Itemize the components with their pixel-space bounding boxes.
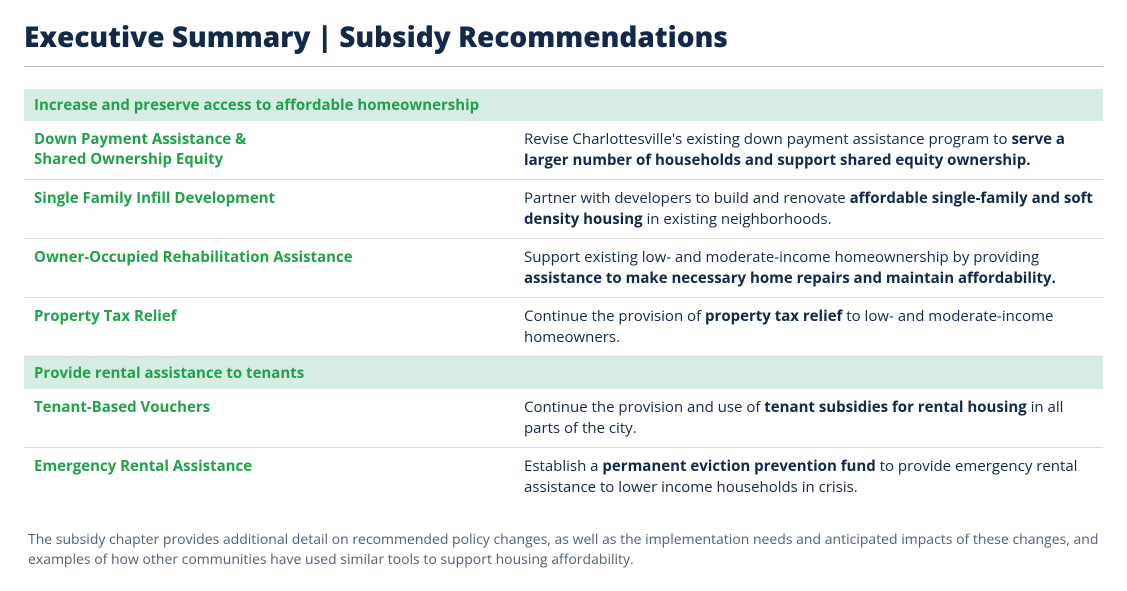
desc-text: Support existing low- and moderate-incom… <box>524 247 1039 267</box>
desc-text: Revise Charlottesville's existing down p… <box>524 129 1011 149</box>
footnote-text: The subsidy chapter provides additional … <box>24 530 1103 571</box>
section-header: Provide rental assistance to tenants <box>24 357 1103 389</box>
row-label: Emergency Rental Assistance <box>34 456 524 476</box>
desc-text: Establish a <box>524 456 602 476</box>
table-row: Property Tax Relief Continue the provisi… <box>24 298 1103 357</box>
recommendations-table: Increase and preserve access to affordab… <box>24 89 1103 506</box>
desc-text: Continue the provision and use of <box>524 397 764 417</box>
row-label: Owner-Occupied Rehabilitation Assistance <box>34 247 524 267</box>
row-description: Establish a permanent eviction preventio… <box>524 456 1093 498</box>
row-label: Down Payment Assistance &Shared Ownershi… <box>34 129 524 170</box>
page-title: Executive Summary | Subsidy Recommendati… <box>24 18 1103 67</box>
row-description: Support existing low- and moderate-incom… <box>524 247 1093 289</box>
row-description: Continue the provision and use of tenant… <box>524 397 1093 439</box>
row-label: Single Family Infill Development <box>34 188 524 208</box>
desc-bold: property tax relief <box>705 306 842 326</box>
row-description: Continue the provision of property tax r… <box>524 306 1093 348</box>
desc-bold: assistance to make necessary home repair… <box>524 268 1056 288</box>
desc-text: in existing neighborhoods. <box>643 209 832 229</box>
row-label: Tenant-Based Vouchers <box>34 397 524 417</box>
desc-bold: tenant subsidies for rental housing <box>764 397 1026 417</box>
desc-text: Continue the provision of <box>524 306 705 326</box>
table-row: Tenant-Based Vouchers Continue the provi… <box>24 389 1103 448</box>
table-row: Owner-Occupied Rehabilitation Assistance… <box>24 239 1103 298</box>
desc-bold: permanent eviction prevention fund <box>602 456 875 476</box>
row-description: Revise Charlottesville's existing down p… <box>524 129 1093 171</box>
table-row: Single Family Infill Development Partner… <box>24 180 1103 239</box>
row-label: Property Tax Relief <box>34 306 524 326</box>
row-description: Partner with developers to build and ren… <box>524 188 1093 230</box>
desc-text: Partner with developers to build and ren… <box>524 188 850 208</box>
table-row: Down Payment Assistance &Shared Ownershi… <box>24 121 1103 180</box>
section-header: Increase and preserve access to affordab… <box>24 89 1103 121</box>
table-row: Emergency Rental Assistance Establish a … <box>24 448 1103 506</box>
